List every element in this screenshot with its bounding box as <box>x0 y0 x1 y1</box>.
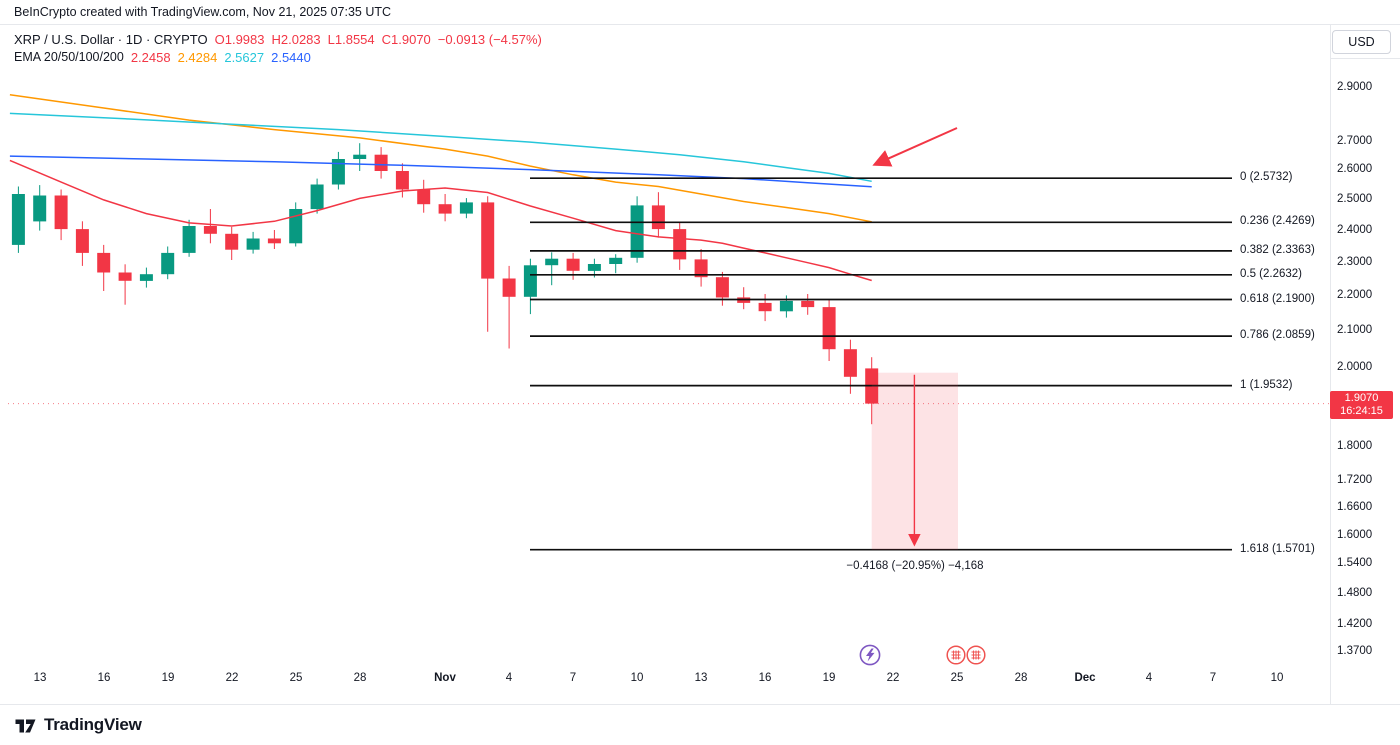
price-scale-label: 1.4200 <box>1337 618 1373 630</box>
tradingview-logo-icon[interactable] <box>14 715 37 735</box>
ohlc-low: L1.8554 <box>327 31 375 47</box>
candles-layer <box>11 143 879 425</box>
symbol-title[interactable]: XRP / U.S. Dollar · 1D · CRYPTO <box>14 31 208 47</box>
last-price-badge: 1.9070 16:24:15 <box>1330 391 1393 419</box>
price-scale-label: 2.1000 <box>1337 324 1373 336</box>
ema20-value: 2.2458 <box>130 49 171 65</box>
ema100-value: 2.5627 <box>224 49 265 65</box>
measure-label: −0.4168 (−20.95%) −4,168 <box>846 560 984 572</box>
price-scale-label: 1.5400 <box>1337 557 1373 569</box>
tradingview-logo-text[interactable]: TradingView <box>44 715 142 734</box>
ema-20-line <box>9 159 872 282</box>
time-scale-label: Dec <box>1074 672 1096 684</box>
report-grid-icon[interactable] <box>946 645 966 665</box>
price-scale-label: 2.9000 <box>1337 81 1373 93</box>
time-scale-label: 4 <box>1145 672 1153 684</box>
fib-level-label: 0.382 (2.3363) <box>1240 244 1315 256</box>
ohlc-change: −0.0913 (−4.57%) <box>437 31 542 47</box>
time-scale-label: 16 <box>97 672 111 684</box>
fib-level-label: 0.5 (2.2632) <box>1240 268 1303 280</box>
report-grid-icons[interactable] <box>944 644 988 666</box>
fib-level-label: 0.618 (2.1900) <box>1240 293 1315 305</box>
time-scale-label: 7 <box>569 672 577 684</box>
price-scale-label: 2.6000 <box>1337 163 1373 175</box>
price-scale-label: 1.8000 <box>1337 440 1373 452</box>
price-scale-label: 2.7000 <box>1337 135 1373 147</box>
annotation-arrow[interactable] <box>872 127 958 167</box>
time-scale-label: 25 <box>950 672 964 684</box>
time-scale-label: 13 <box>33 672 47 684</box>
time-scale-label: 13 <box>694 672 708 684</box>
ema-100-line <box>9 112 872 183</box>
time-scale-label: 10 <box>630 672 644 684</box>
price-scale-label: 2.4000 <box>1337 224 1373 236</box>
ema-indicator-label[interactable]: EMA 20/50/100/200 <box>14 50 124 64</box>
price-scale-label: 2.3000 <box>1337 256 1373 268</box>
toolbar-separator <box>1330 58 1400 59</box>
price-scale-label: 1.3700 <box>1337 645 1373 657</box>
time-scale-label: 10 <box>1270 672 1284 684</box>
chart-legend: XRP / U.S. Dollar · 1D · CRYPTO O1.9983 … <box>14 30 542 66</box>
ema200-value: 2.5440 <box>271 49 311 65</box>
price-scale-label: 1.6600 <box>1337 501 1373 513</box>
event-lightning-icon[interactable] <box>857 642 883 668</box>
time-scale-label: 19 <box>822 672 836 684</box>
countdown-timer: 16:24:15 <box>1340 405 1383 417</box>
fib-level-label: 1.618 (1.5701) <box>1240 543 1315 555</box>
time-scale-label: 22 <box>886 672 900 684</box>
last-price-value: 1.9070 <box>1344 392 1379 404</box>
ema-lines-layer <box>9 94 872 282</box>
price-scale-label: 2.2000 <box>1337 289 1373 301</box>
currency-toggle-button[interactable]: USD <box>1332 30 1391 54</box>
fib-level-label: 1 (1.9532) <box>1240 379 1293 391</box>
ohlc-open: O1.9983 <box>214 31 265 47</box>
time-scale-label: Nov <box>434 672 456 684</box>
time-scale-label: 19 <box>161 672 175 684</box>
time-scale-label: 7 <box>1209 672 1217 684</box>
price-scale-label: 1.6000 <box>1337 529 1373 541</box>
time-scale-label: 28 <box>1014 672 1028 684</box>
fib-level-label: 0.786 (2.0859) <box>1240 329 1315 341</box>
time-scale-label: 22 <box>225 672 239 684</box>
price-scale-divider <box>1330 25 1331 704</box>
credit-text: BeInCrypto created with TradingView.com,… <box>14 5 392 19</box>
price-scale-label: 1.7200 <box>1337 474 1373 486</box>
price-scale-label: 1.4800 <box>1337 587 1373 599</box>
price-scale-label: 2.5000 <box>1337 193 1373 205</box>
price-scale-label: 2.0000 <box>1337 361 1373 373</box>
time-scale-label: 28 <box>353 672 367 684</box>
fib-retracement-layer[interactable] <box>530 177 1232 551</box>
fib-level-label: 0.236 (2.4269) <box>1240 215 1315 227</box>
footer-bar: TradingView <box>0 704 1400 745</box>
ema-200-line <box>9 155 872 188</box>
ema50-value: 2.4284 <box>177 49 218 65</box>
credit-bar: BeInCrypto created with TradingView.com,… <box>0 0 1400 25</box>
ohlc-high: H2.0283 <box>271 31 321 47</box>
projection-layer[interactable] <box>871 372 958 550</box>
time-scale-label: 4 <box>505 672 513 684</box>
ohlc-close: C1.9070 <box>381 31 431 47</box>
fib-level-label: 0 (2.5732) <box>1240 171 1293 183</box>
time-scale-label: 16 <box>758 672 772 684</box>
time-scale-label: 25 <box>289 672 303 684</box>
report-grid-icon[interactable] <box>966 645 986 665</box>
